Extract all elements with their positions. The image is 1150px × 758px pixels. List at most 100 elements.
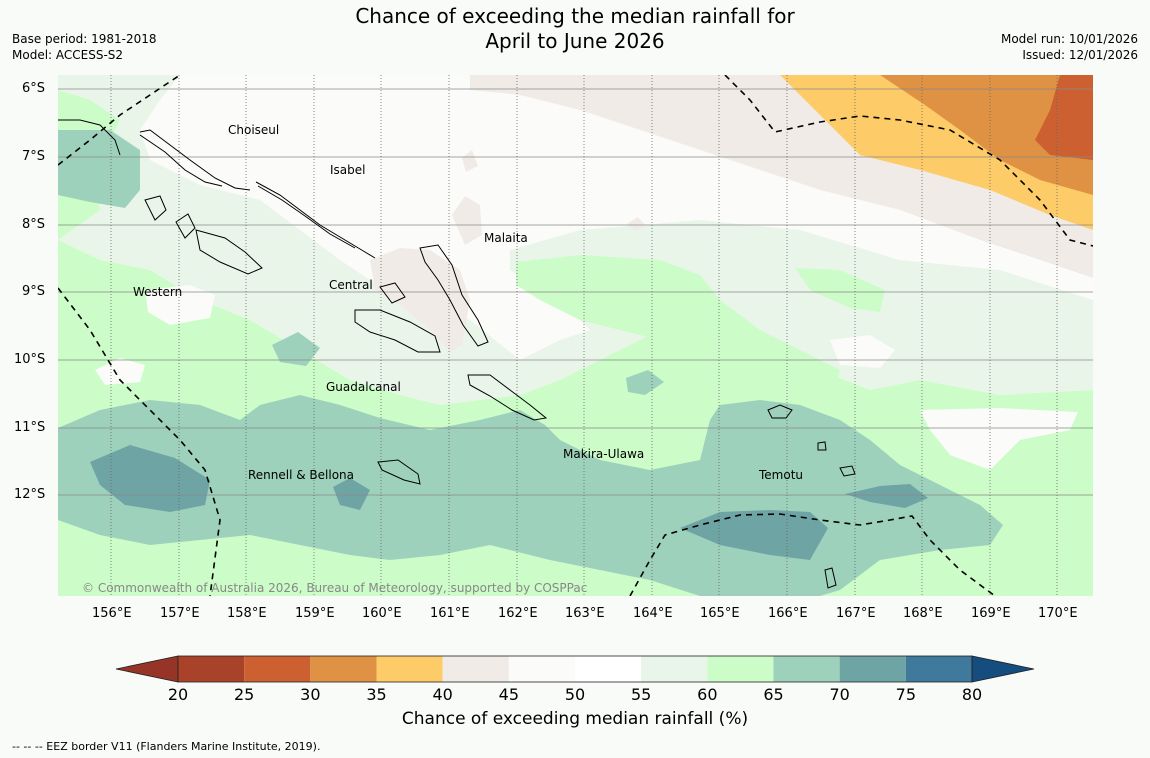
colorbar-title: Chance of exceeding median rainfall (%) (401, 709, 749, 729)
island-vella (144, 195, 167, 221)
field-70-75-south (680, 510, 828, 560)
lon-label-168e: 168°E (903, 606, 943, 621)
florida-islands (379, 282, 406, 304)
eez-border-sw (58, 287, 221, 596)
colorbar-tick-25: 25 (233, 685, 255, 704)
island-vanikoro (839, 465, 856, 477)
field-70-75-east (845, 484, 928, 508)
lat-label-7s: 7°S (22, 149, 46, 164)
lat-label-8s: 8°S (22, 217, 46, 232)
field-65-70-small (272, 332, 320, 366)
colorbar-swatch-50-55 (575, 656, 642, 682)
guadalcanal-coast (354, 309, 441, 353)
lon-label-164e: 164°E (633, 606, 673, 621)
field-60-65-center (516, 255, 840, 400)
rennell-coast (377, 459, 421, 485)
colorbar-swatch-75-80 (905, 656, 972, 682)
issued-date: Issued: 12/01/2026 (1022, 48, 1138, 62)
region-label-choiseul: Choiseul (228, 123, 280, 137)
colorbar-tick-20: 20 (167, 685, 189, 704)
lon-label-160e: 160°E (362, 606, 402, 621)
lon-label-156e: 156°E (92, 606, 132, 621)
field-60-65-east (795, 268, 885, 312)
field-55-60 (58, 75, 1093, 405)
field-40-45-central (370, 248, 470, 352)
lon-label-162e: 162°E (498, 606, 538, 621)
eez-border-ne (724, 75, 1093, 247)
title-line-1: Chance of exceeding the median rainfall … (355, 4, 795, 28)
region-label-isabel: Isabel (330, 163, 366, 177)
colorbar-tick-80: 80 (961, 685, 983, 704)
region-label-guadalcanal: Guadalcanal (326, 380, 401, 394)
lon-label-163e: 163°E (565, 606, 605, 621)
colorbar-swatch-35-40 (376, 656, 443, 682)
lat-label-9s: 9°S (22, 284, 46, 299)
island-south (824, 567, 837, 589)
eez-footnote: -- -- -- EEZ border V11 (Flanders Marine… (12, 740, 321, 753)
lon-label-161e: 161°E (430, 606, 470, 621)
title-line-2: April to June 2026 (485, 29, 665, 53)
field-30-35 (880, 75, 1093, 195)
bougainville-coast (58, 119, 121, 156)
island-new-georgia (195, 229, 263, 275)
santa-cruz-coast (767, 404, 793, 419)
meta-left: Base period: 1981-2018 Model: ACCESS-S2 (12, 31, 157, 63)
field-white-east (920, 408, 1078, 470)
field-25-30 (1035, 75, 1093, 160)
colorbar-tick-65: 65 (763, 685, 784, 704)
colorbar-tick-45: 45 (498, 685, 519, 704)
coastlines (58, 119, 856, 589)
field-40-45-malaita (452, 196, 482, 245)
colorbar-outline (177, 655, 973, 683)
lon-label-170e: 170°E (1038, 606, 1078, 621)
region-label-makira-ulawa: Makira-Ulawa (563, 447, 645, 461)
colorbar (115, 655, 1035, 683)
region-label-temotu: Temotu (759, 468, 804, 482)
region-label-rennell-bellona: Rennell & Bellona (248, 468, 355, 482)
colorbar-swatch-30-35 (310, 656, 377, 682)
island-tikopia (817, 441, 827, 451)
lon-label-169e: 169°E (971, 606, 1011, 621)
lon-label-167e: 167°E (836, 606, 876, 621)
field-65-70-small2 (626, 370, 664, 395)
lat-label-12s: 12°S (14, 487, 46, 502)
colorbar-swatch-55-60 (641, 656, 708, 682)
field-45-50-ne (470, 90, 1093, 300)
colorbar-tick-55: 55 (630, 685, 652, 704)
copyright-notice: © Commonwealth of Australia 2026, Bureau… (82, 581, 588, 595)
lat-label-11s: 11°S (14, 420, 46, 435)
field-70-75-small (333, 478, 370, 510)
lon-label-158e: 158°E (227, 606, 267, 621)
colorbar-tick-70: 70 (829, 685, 850, 704)
colorbar-swatch-60-65 (707, 656, 774, 682)
colorbar-tick-40: 40 (432, 685, 453, 704)
lon-label-159e: 159°E (295, 606, 335, 621)
island-kolombangara (175, 213, 196, 239)
contour-fields (58, 75, 1093, 596)
lon-label-157e: 157°E (160, 606, 200, 621)
field-40-45-dot (462, 150, 478, 172)
colorbar-over-arrow (971, 655, 1035, 683)
map-title: Chance of exceeding the median rainfall … (0, 4, 1150, 54)
eez-border-south (629, 513, 996, 596)
model-run: Model run: 10/01/2026 (1000, 32, 1138, 46)
malaita-coast (419, 244, 489, 347)
field-white-western (145, 285, 215, 325)
isabel-coast (255, 181, 376, 259)
colorbar-tick-60: 60 (697, 685, 718, 704)
region-label-western: Western (133, 285, 183, 299)
choiseul-coast (139, 129, 251, 191)
lon-label-166e: 166°E (768, 606, 808, 621)
region-label-malaita: Malaita (484, 231, 528, 245)
colorbar-tick-30: 30 (300, 685, 321, 704)
colorbar-swatch-25-30 (244, 656, 311, 682)
isabel-coast-2 (257, 185, 356, 249)
colorbar-tick-75: 75 (895, 685, 916, 704)
colorbar-under-arrow (115, 655, 179, 683)
colorbar-swatch-45-50 (508, 656, 575, 682)
colorbar-tick-35: 35 (366, 685, 387, 704)
colorbar-swatch-65-70 (773, 656, 840, 682)
makira-coast (467, 374, 548, 421)
eez-border-nw (58, 75, 181, 166)
colorbar-swatch-20-25 (178, 656, 245, 682)
